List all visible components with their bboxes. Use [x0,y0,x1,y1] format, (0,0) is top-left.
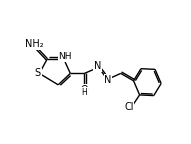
Text: H: H [82,88,87,97]
Text: N: N [94,61,102,71]
Text: N: N [104,75,112,85]
Text: Cl: Cl [124,102,134,112]
Text: NH₂: NH₂ [25,39,44,49]
Text: O: O [81,85,88,95]
Text: S: S [35,68,41,78]
Text: NH: NH [58,52,72,61]
